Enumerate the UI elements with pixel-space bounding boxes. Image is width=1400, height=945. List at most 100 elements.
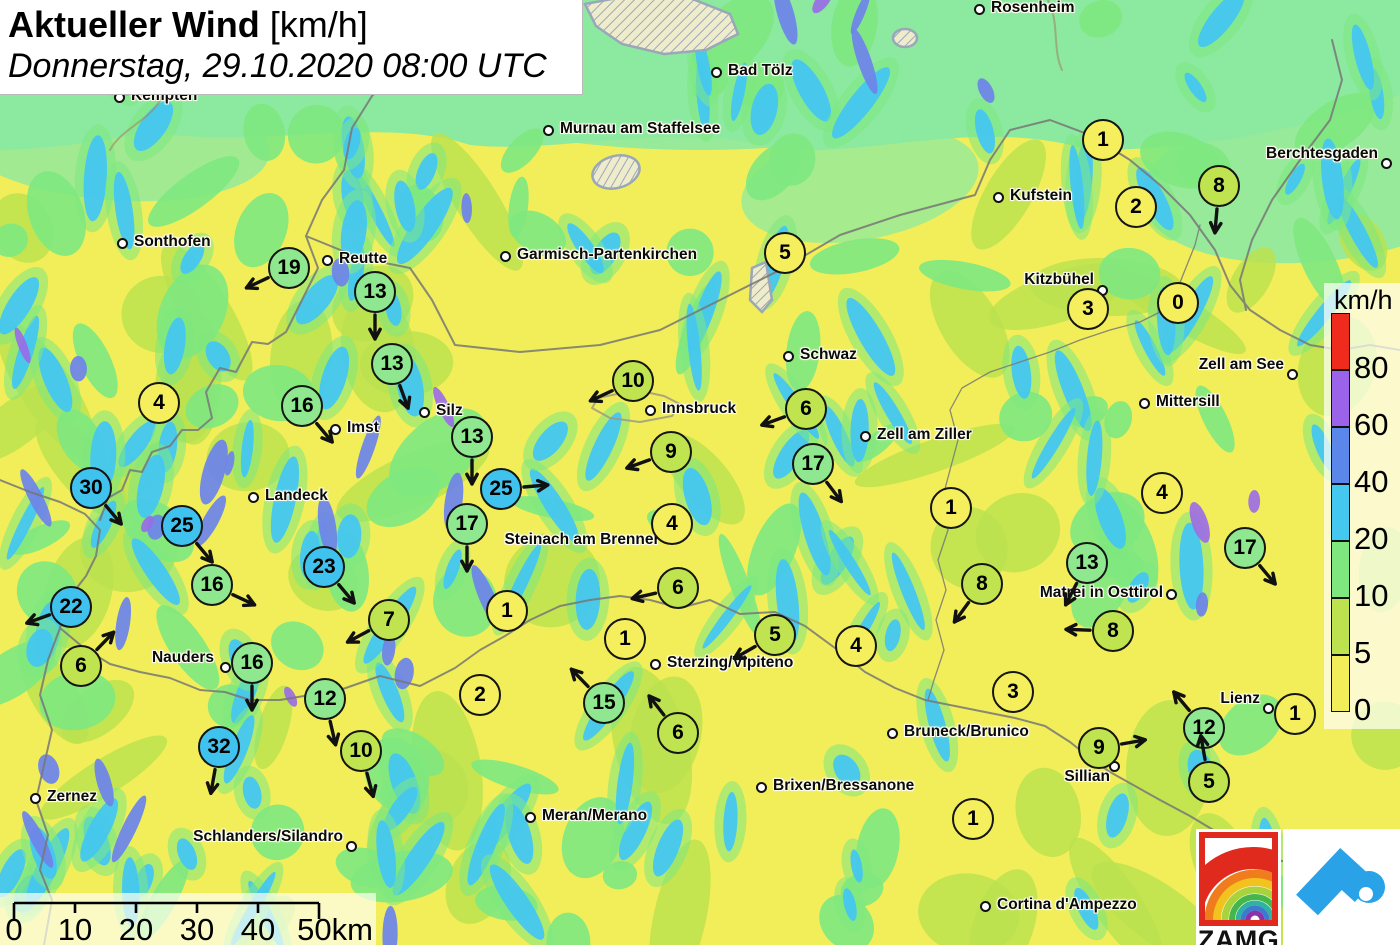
wind-speed-value: 17	[1224, 527, 1266, 569]
wind-speed-value: 5	[764, 232, 806, 274]
wind-speed-value: 5	[754, 614, 796, 656]
terrain-patch	[798, 492, 831, 576]
terrain-patch	[1031, 408, 1076, 479]
terrain-patch	[750, 83, 779, 135]
wind-speed-value: 17	[446, 503, 488, 545]
city-dot	[1138, 397, 1150, 409]
terrain-patch	[809, 238, 900, 275]
wind-speed-value: 1	[930, 487, 972, 529]
city-label: Cortina d'Ampezzo	[997, 896, 1137, 913]
terrain-patch	[243, 103, 286, 161]
terrain-patch	[180, 243, 205, 274]
terrain-patch	[1086, 420, 1103, 496]
city-label: Nauders	[151, 649, 214, 666]
terrain-patch	[1351, 24, 1375, 90]
city-label: Kufstein	[1010, 187, 1072, 204]
city-dot	[219, 661, 231, 673]
terrain-patch	[26, 629, 54, 667]
terrain-patch	[999, 391, 1053, 442]
wind-speed-value: 16	[231, 642, 273, 684]
scalebar-label: 50km	[297, 912, 373, 945]
wind-speed-value: 13	[451, 416, 493, 458]
terrain-patch	[1285, 163, 1305, 195]
border-at-it-south	[59, 595, 1400, 889]
wind-direction-arrow	[1063, 581, 1079, 607]
wind-direction-arrow	[732, 644, 757, 661]
wind-direction-arrow	[195, 541, 214, 564]
title-panel: Aktueller Wind [km/h] Donnerstag, 29.10.…	[0, 0, 583, 95]
terrain-patch	[250, 804, 305, 861]
city-dot	[1286, 368, 1298, 380]
wind-speed-value: 2	[459, 674, 501, 716]
zamg-logo-text: ZAMG	[1197, 925, 1280, 945]
wind-speed-value: 32	[198, 726, 240, 768]
terrain-patch	[769, 133, 816, 186]
city-label: Landeck	[265, 487, 328, 504]
lake-chiemsee	[583, 0, 740, 56]
terrain-patch	[585, 412, 622, 481]
city-label: Sonthofen	[134, 233, 211, 250]
terrain-patch	[1126, 572, 1149, 603]
wind-direction-arrow	[825, 480, 843, 504]
wind-direction-arrow	[25, 613, 52, 627]
legend-tick-label: 40	[1354, 464, 1389, 499]
wind-speed-value: 10	[612, 360, 654, 402]
terrain-patch	[891, 552, 925, 631]
terrain-patch	[1094, 487, 1126, 549]
terrain-patch	[773, 0, 798, 45]
wind-speed-value: 1	[952, 798, 994, 840]
terrain-patch	[131, 538, 180, 606]
terrain-patch	[118, 420, 156, 468]
terrain-patch	[319, 346, 350, 410]
terrain-patch	[295, 275, 339, 325]
wind-speed-value: 16	[191, 564, 233, 606]
terrain-patch	[163, 317, 186, 375]
terrain-patch	[850, 849, 863, 883]
wind-speed-value: 4	[1141, 472, 1183, 514]
wind-speed-value: 30	[70, 467, 112, 509]
wind-speed-value: 3	[992, 671, 1034, 713]
terrain-patch	[686, 303, 702, 391]
terrain-patch	[1184, 72, 1207, 103]
city-dot	[542, 124, 554, 136]
wind-direction-arrow	[231, 593, 257, 608]
terrain-patch	[730, 62, 748, 122]
terrain-patch	[111, 795, 147, 863]
wind-speed-value: 22	[50, 586, 92, 628]
scalebar-label: 0	[5, 912, 22, 945]
partner-logo	[1283, 829, 1400, 945]
terrain-patch	[1091, 861, 1230, 945]
city-label: Meran/Merano	[542, 807, 648, 824]
wind-speed-value: 17	[792, 443, 834, 485]
terrain-patch	[785, 311, 821, 392]
city-dot	[116, 237, 128, 249]
wind-direction-arrow	[244, 276, 270, 291]
terrain-patch	[846, 297, 896, 376]
terrain-patch	[773, 429, 810, 479]
wind-speed-value: 6	[657, 712, 699, 754]
city-dot	[973, 3, 985, 15]
wind-speed-value: 0	[1157, 282, 1199, 324]
wind-speed-legend: km/h 80 60 40 20 10 5 0	[1324, 283, 1400, 729]
wind-speed-value: 8	[1198, 165, 1240, 207]
wind-direction-arrow	[104, 503, 123, 526]
terrain-patch	[26, 171, 86, 256]
wind-speed-value: 13	[354, 271, 396, 313]
city-label: Sterzing/Vipiteno	[667, 654, 794, 671]
border-de-at-west	[99, 0, 433, 521]
terrain-patch	[1189, 502, 1210, 543]
terrain-patch	[0, 277, 40, 335]
wind-speed-value: 9	[1078, 727, 1120, 769]
city-dot	[1380, 157, 1392, 169]
terrain-patch	[1248, 489, 1261, 513]
city-dot	[345, 840, 357, 852]
city-label: Reutte	[339, 250, 388, 267]
scalebar-label: 40	[241, 912, 275, 945]
city-label: Bruneck/Brunico	[904, 723, 1029, 740]
terrain-patch	[284, 686, 298, 707]
legend-tick-label: 20	[1354, 521, 1389, 556]
terrain-patch	[615, 742, 635, 825]
lake-achensee	[748, 260, 774, 314]
terrain-patch	[929, 270, 1010, 378]
